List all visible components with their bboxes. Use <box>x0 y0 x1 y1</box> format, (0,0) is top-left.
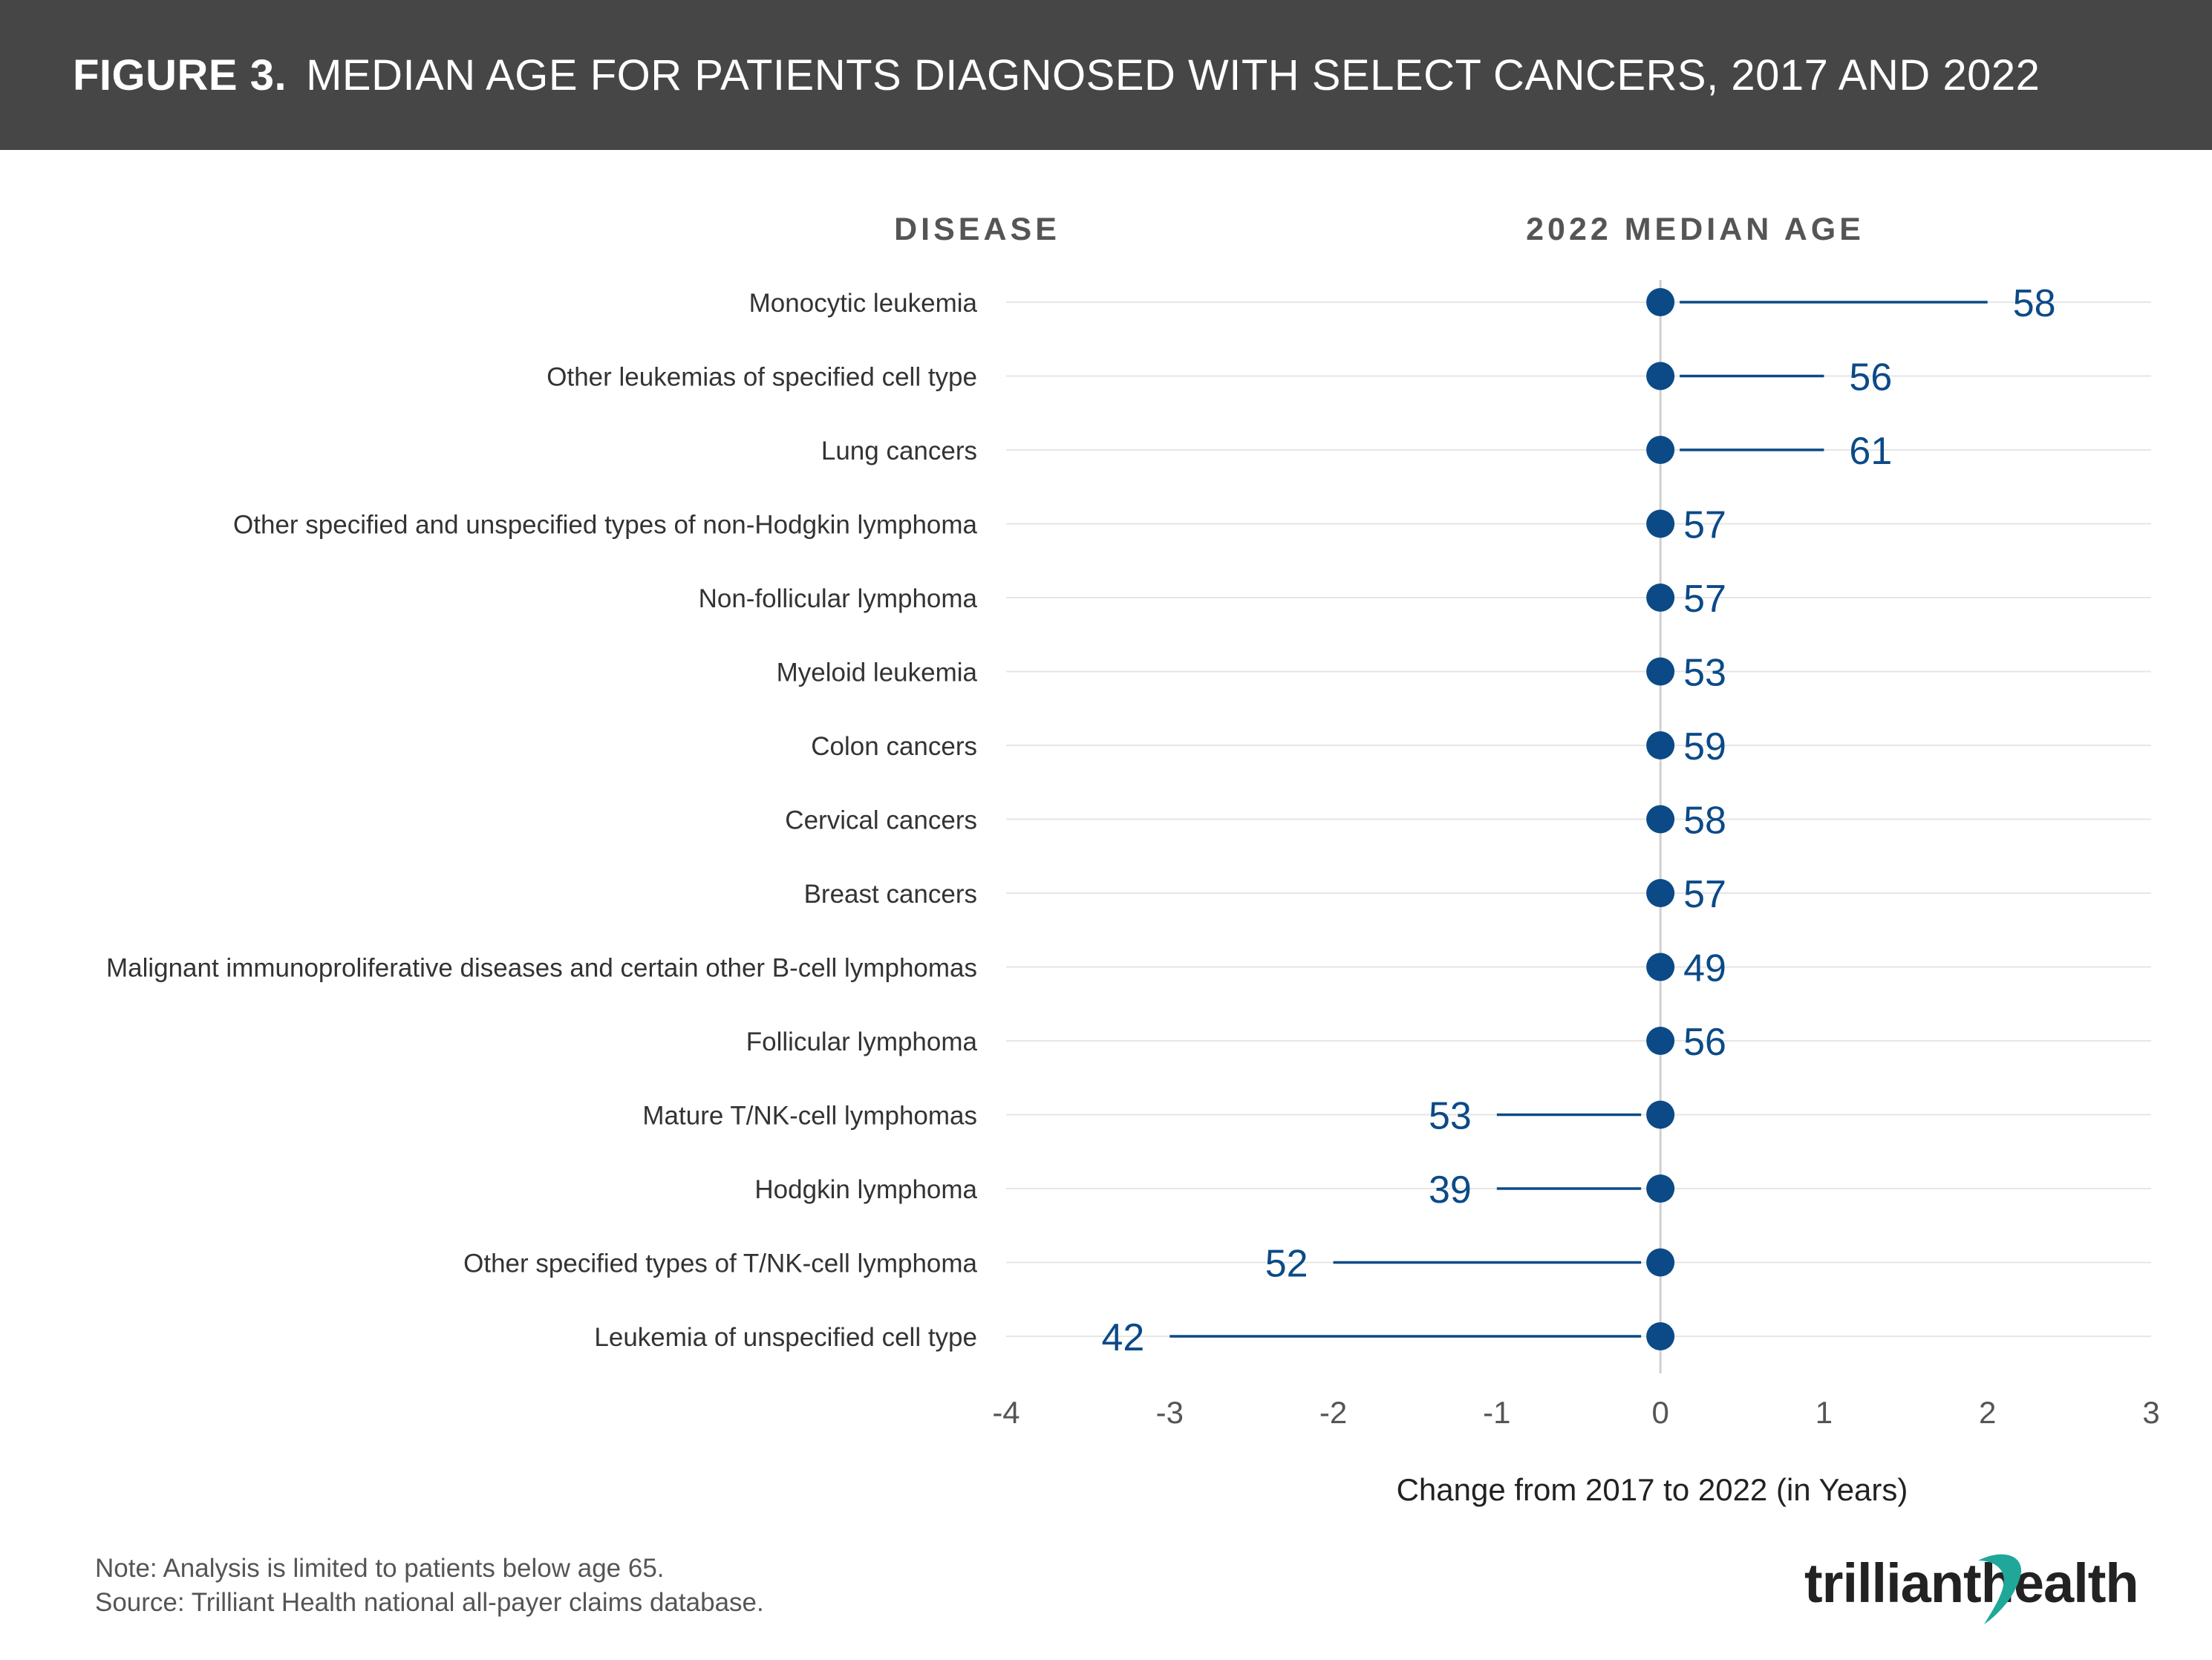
category-label: Leukemia of unspecified cell type <box>594 1323 977 1352</box>
category-label: Myeloid leukemia <box>777 659 978 687</box>
stems <box>1169 301 1988 1338</box>
median-age-column-header: 2022 MEDIAN AGE <box>1526 212 1864 247</box>
category-label: Cervical cancers <box>785 806 977 835</box>
disease-column-header: DISEASE <box>894 212 1060 247</box>
logo-swoosh-icon <box>1978 1554 2022 1624</box>
figure-header: FIGURE 3. MEDIAN AGE FOR PATIENTS DIAGNO… <box>0 0 2212 150</box>
trilliant-health-logo: trillianthealth <box>1804 1552 2139 1624</box>
category-label: Other specified types of T/NK-cell lymph… <box>463 1249 977 1278</box>
median-age-label: 42 <box>1101 1316 1144 1359</box>
median-age-label: 53 <box>1683 652 1726 695</box>
median-age-label: 57 <box>1683 873 1726 916</box>
median-age-label: 39 <box>1429 1169 1472 1212</box>
logo-text-left: trilliant <box>1804 1552 1982 1614</box>
data-point <box>1646 1248 1675 1277</box>
median-age-label: 58 <box>1683 800 1726 843</box>
data-point <box>1646 805 1675 834</box>
footnote: Note: Analysis is limited to patients be… <box>95 1552 764 1620</box>
median-age-label: 56 <box>1683 1021 1726 1064</box>
data-point <box>1646 731 1675 759</box>
median-age-label: 59 <box>1683 725 1726 768</box>
data-point <box>1646 1100 1675 1129</box>
gridlines <box>1006 301 2151 1337</box>
x-tick-label: -2 <box>1319 1395 1347 1430</box>
data-point <box>1646 657 1675 686</box>
data-point <box>1646 1027 1675 1055</box>
category-label: Mature T/NK-cell lymphomas <box>642 1102 977 1131</box>
data-point <box>1646 584 1675 612</box>
data-point <box>1646 1322 1675 1350</box>
median-age-label: 56 <box>1849 356 1892 399</box>
data-point <box>1646 362 1675 391</box>
data-point <box>1646 952 1675 981</box>
note-text: Note: Analysis is limited to patients be… <box>95 1554 665 1583</box>
value-labels: 58 56 61 57 57 53 59 58 57 49 56 53 39 52 42 <box>1101 282 2055 1359</box>
x-axis-label: Change from 2017 to 2022 (in Years) <box>1397 1472 1908 1507</box>
median-age-label: 61 <box>1849 430 1892 473</box>
category-label: Follicular lymphoma <box>746 1027 978 1056</box>
data-point <box>1646 879 1675 907</box>
category-label: Non-follicular lymphoma <box>699 584 978 613</box>
category-labels: Monocytic leukemia Other leukemias of spe… <box>106 289 978 1352</box>
median-age-label: 57 <box>1683 504 1726 547</box>
data-point <box>1646 509 1675 538</box>
x-tick-label: 2 <box>1979 1395 1996 1430</box>
x-tick-label: 0 <box>1651 1395 1668 1430</box>
lollipop-chart: DISEASE 2022 MEDIAN AGE 5856615757535958… <box>106 212 2160 1507</box>
figure-label: FIGURE 3. <box>73 50 287 99</box>
x-tick-label: -4 <box>992 1395 1019 1430</box>
x-tick-label: 1 <box>1815 1395 1833 1430</box>
category-label: Breast cancers <box>804 880 977 909</box>
markers <box>1646 288 1675 1350</box>
data-point <box>1646 436 1675 464</box>
category-label: Colon cancers <box>811 732 977 761</box>
figure-title: MEDIAN AGE FOR PATIENTS DIAGNOSED WITH S… <box>306 50 2040 99</box>
median-age-label: 49 <box>1683 947 1726 990</box>
category-label: Monocytic leukemia <box>749 289 978 318</box>
category-label: Lung cancers <box>821 437 977 465</box>
x-tick-label: -3 <box>1156 1395 1184 1430</box>
median-age-label: 57 <box>1683 578 1726 621</box>
x-tick-label: 3 <box>2142 1395 2159 1430</box>
category-label: Other specified and unspecified types of… <box>233 511 977 540</box>
source-text: Source: Trilliant Health national all-pa… <box>95 1588 764 1617</box>
category-label: Malignant immunoproliferative diseases a… <box>106 954 977 983</box>
median-age-label: 52 <box>1265 1243 1308 1286</box>
x-tick-labels: -4 -3 -2 -1 0 1 2 3 <box>992 1395 2159 1430</box>
median-age-label: 58 <box>2013 282 2056 325</box>
data-point <box>1646 288 1675 316</box>
category-label: Hodgkin lymphoma <box>754 1175 977 1204</box>
median-age-label: 53 <box>1429 1095 1472 1138</box>
data-point <box>1646 1174 1675 1203</box>
category-label: Other leukemias of specified cell type <box>547 363 977 392</box>
x-tick-label: -1 <box>1483 1395 1510 1430</box>
